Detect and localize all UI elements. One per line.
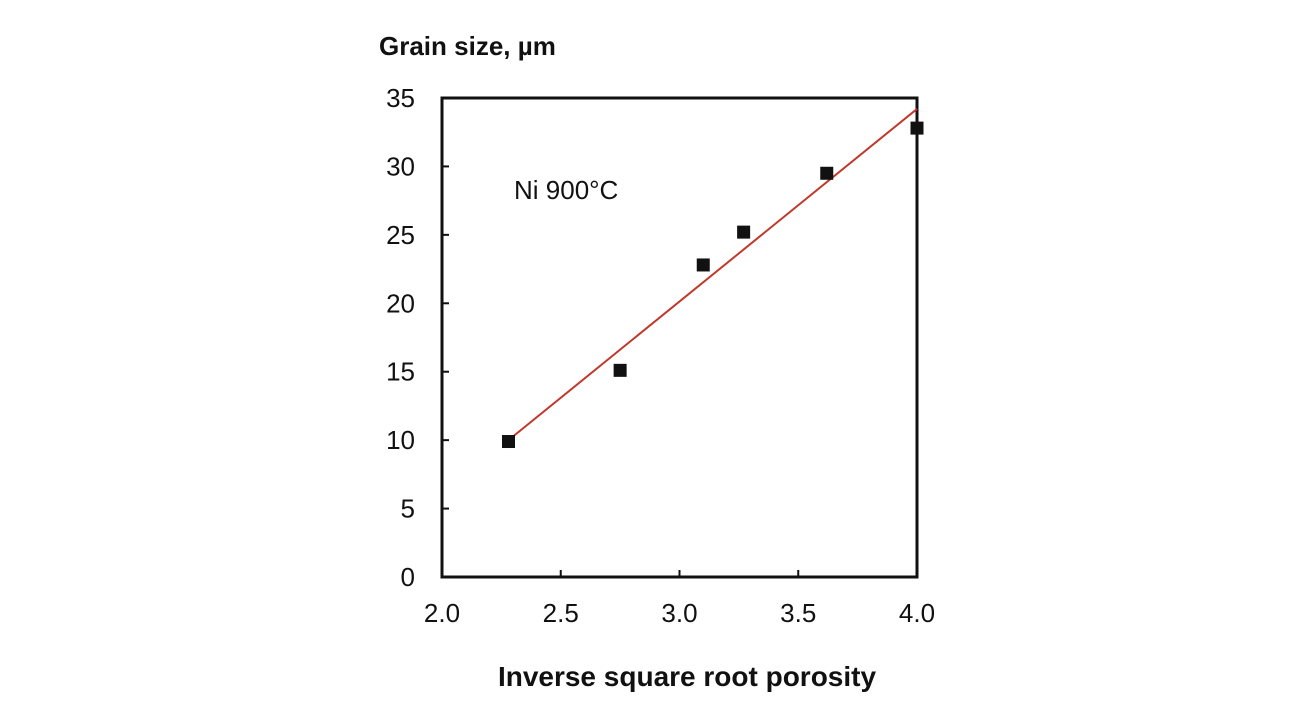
y-tick-label: 20 xyxy=(386,288,415,318)
y-tick-label: 5 xyxy=(401,494,415,524)
data-point xyxy=(696,258,710,272)
x-tick-label: 2.0 xyxy=(424,598,460,628)
data-point xyxy=(910,121,924,135)
data-point xyxy=(820,166,834,180)
trendline xyxy=(507,108,918,441)
x-tick-label: 2.5 xyxy=(543,598,579,628)
y-tick-label: 15 xyxy=(386,357,415,387)
x-tick-label: 4.0 xyxy=(899,598,935,628)
y-tick-label: 0 xyxy=(401,562,415,592)
y-tick-label: 30 xyxy=(386,151,415,181)
y-axis: 0 5 10 15 20 25 30 35 xyxy=(386,83,449,592)
y-axis-label: Grain size, µm xyxy=(379,31,556,61)
plot-area-frame xyxy=(440,96,919,579)
data-point xyxy=(502,435,515,449)
x-tick-label: 3.0 xyxy=(661,598,697,628)
data-points xyxy=(502,121,924,449)
chart-annotation: Ni 900°C xyxy=(514,175,618,205)
x-tick-label: 3.5 xyxy=(780,598,816,628)
y-tick-label: 25 xyxy=(386,220,415,250)
y-tick-label: 10 xyxy=(386,425,415,455)
y-tick-label: 35 xyxy=(386,83,415,113)
data-point xyxy=(613,363,627,377)
data-point xyxy=(737,225,751,239)
x-axis: 2.0 2.5 3.0 3.5 4.0 xyxy=(424,570,935,628)
x-axis-label: Inverse square root porosity xyxy=(498,661,877,692)
